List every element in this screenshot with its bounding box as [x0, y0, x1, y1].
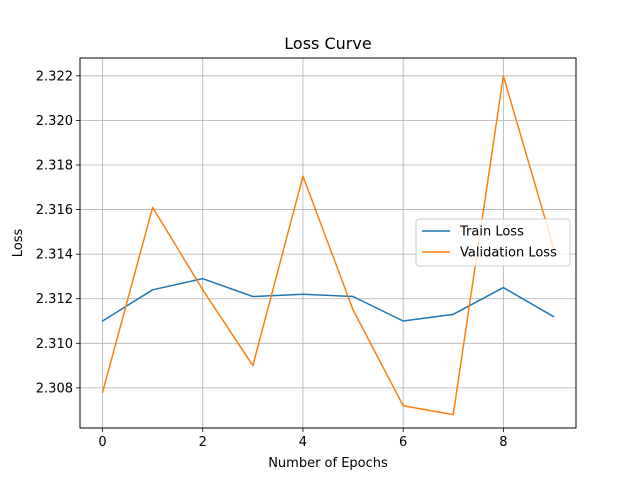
y-tick-label: 2.312 — [36, 292, 73, 307]
y-tick-label: 2.310 — [36, 337, 73, 352]
x-tick-label: 4 — [299, 435, 307, 450]
legend-label: Validation Loss — [460, 246, 557, 261]
axes-frame — [79, 57, 577, 429]
ticks: 0 2 4 6 8 2.308 2.310 2.312 2.314 2.316 2.318 2.320… — [36, 69, 508, 450]
legend-box — [415, 218, 571, 267]
y-tick-label: 2.308 — [36, 381, 73, 396]
x-axis-label: Number of Epochs — [268, 456, 388, 471]
y-tick-label: 2.314 — [36, 248, 73, 263]
x-tick-label: 8 — [499, 435, 507, 450]
x-tick-label: 0 — [98, 435, 106, 450]
y-tick-label: 2.318 — [36, 158, 73, 173]
x-tick-label: 2 — [199, 435, 207, 450]
chart-title: Loss Curve — [284, 34, 371, 53]
legend-label: Train Loss — [459, 225, 524, 240]
series-line-train-loss — [101, 277, 555, 323]
y-tick-label: 2.316 — [36, 203, 73, 218]
y-axis-label: Loss — [11, 229, 26, 258]
legend: Train Loss Validation Loss — [415, 218, 571, 267]
y-tick-label: 2.322 — [36, 69, 73, 84]
y-tick-label: 2.320 — [36, 114, 73, 129]
grid — [80, 58, 576, 428]
x-tick-label: 6 — [399, 435, 407, 450]
